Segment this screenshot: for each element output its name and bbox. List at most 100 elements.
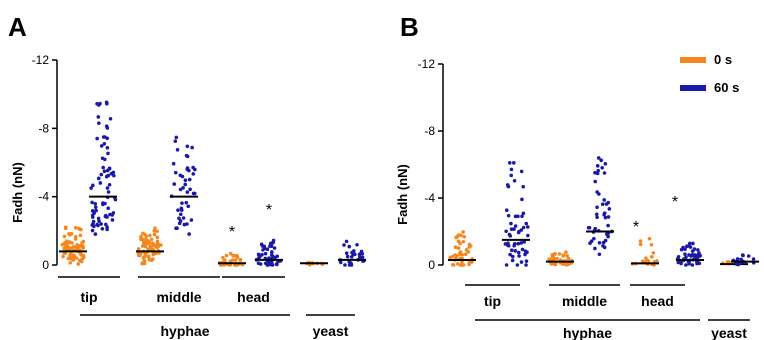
data-point [596,168,601,173]
data-point [171,161,176,166]
data-point [61,254,65,259]
data-point [509,221,513,226]
data-point [649,242,654,247]
data-point [101,165,105,170]
data-point [230,258,235,262]
supergroup-label: hyphae [563,325,612,340]
data-point [506,213,511,218]
y-tick-label: -12 [32,53,50,67]
data-point [510,258,515,263]
data-point [456,262,460,266]
data-point [587,225,592,230]
data-point [651,251,656,255]
data-point [593,246,597,251]
data-point [110,218,115,222]
data-point [347,244,352,249]
data-point [185,166,190,170]
data-point [67,240,72,244]
data-point [104,100,109,105]
data-point [347,263,352,267]
data-point [504,208,509,213]
data-point [647,236,652,241]
data-point [183,182,188,187]
data-point [338,260,343,265]
data-point [524,221,529,226]
data-point [522,240,526,244]
data-point [597,252,602,257]
data-point [99,222,103,226]
data-point [73,225,78,230]
significance-star: * [266,202,272,219]
y-tick-label: 0 [42,258,49,272]
y-axis-label: Fadh (nN) [10,162,25,223]
chart-panel-b: B -12 -8 -4 0 Fadh (nN) * * tip middle head hyphae y… [395,12,759,340]
data-point [270,241,275,245]
group-label: tip [484,293,501,309]
data-point [93,205,98,210]
data-point [466,250,471,254]
data-point [606,223,610,228]
data-point [593,179,598,184]
data-point [525,225,530,229]
data-point [72,253,76,258]
data-point [511,161,516,165]
data-point [98,101,102,106]
data-point [77,227,82,232]
group-label: tip [80,289,97,305]
data-point [272,246,277,250]
data-point [180,201,184,205]
data-point [155,229,159,234]
data-point [599,158,603,163]
data-point [177,216,181,221]
data-point [97,219,101,223]
data-point [526,233,530,238]
data-point [600,165,604,170]
data-point [508,234,513,238]
data-point [192,191,197,196]
data-point [595,205,599,210]
data-point [185,190,190,194]
data-point [68,254,73,259]
data-point [173,170,178,175]
data-point [600,202,605,207]
supergroup-label: yeast [711,325,747,340]
data-point [644,256,648,261]
data-point [261,248,265,252]
data-point [174,226,178,231]
data-point [602,245,607,250]
data-point [139,237,143,242]
data-point [137,253,141,258]
data-point [95,136,99,141]
data-point [510,254,515,259]
data-point [735,257,740,261]
data-point [175,148,180,152]
data-point [508,252,512,257]
data-point [105,186,110,190]
data-point [357,252,362,257]
data-point [607,207,612,211]
data-point [638,242,643,247]
group-label: head [641,293,674,309]
data-point [99,144,104,148]
data-point [97,121,101,125]
data-point [142,241,146,246]
data-point [185,144,190,149]
data-point [107,166,112,171]
data-point [566,256,571,261]
data-point [75,244,80,248]
data-point [512,242,517,246]
data-point [645,259,649,264]
panel-letter: B [400,12,419,42]
group-label: middle [562,293,607,309]
data-point [463,252,468,257]
data-point [174,135,179,140]
data-point [519,169,524,174]
data-point [96,216,101,221]
data-point [456,239,461,244]
data-point [687,253,691,257]
data-point [191,172,196,176]
data-point [63,226,68,231]
data-point [604,232,609,236]
data-point [228,251,233,256]
data-point [62,234,67,239]
